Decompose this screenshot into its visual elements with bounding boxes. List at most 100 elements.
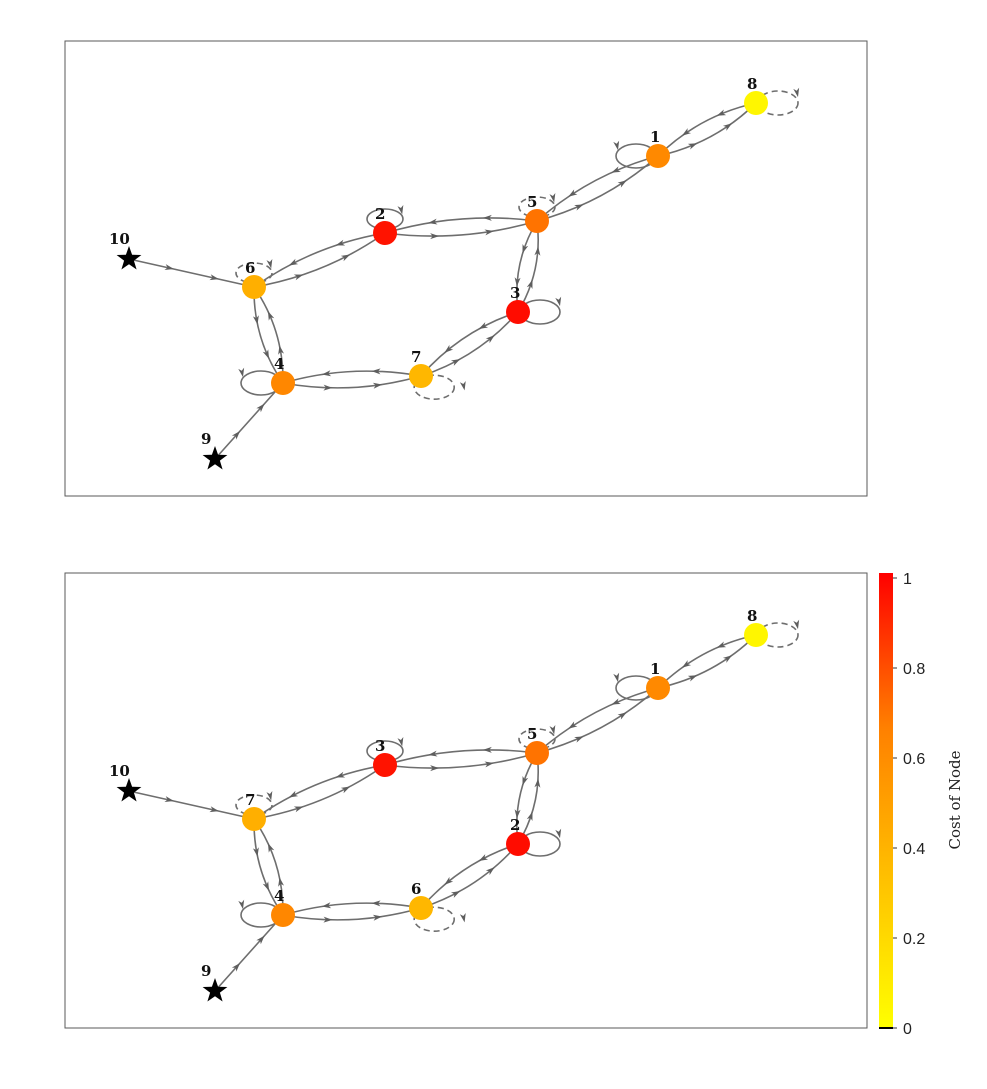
node-7: 7 bbox=[242, 791, 266, 831]
edge-line bbox=[657, 102, 757, 157]
edge-line bbox=[657, 634, 757, 689]
edge-d-g bbox=[282, 907, 422, 923]
node-circle bbox=[242, 807, 266, 831]
edge-arrow-icon bbox=[323, 916, 333, 923]
edge-arrow-icon bbox=[164, 264, 174, 271]
node-circle bbox=[744, 623, 768, 647]
colorbar-tick: 0 bbox=[893, 1021, 912, 1038]
edge-arrow-icon bbox=[485, 335, 495, 344]
edge-line bbox=[282, 370, 422, 384]
edge-arrow-icon bbox=[611, 698, 621, 705]
colorbar-bar bbox=[879, 573, 893, 1028]
edge-line bbox=[384, 217, 538, 234]
edge-line bbox=[420, 843, 519, 909]
edge-e-b bbox=[384, 746, 538, 766]
edge-arrow-icon bbox=[617, 180, 627, 188]
node-circle bbox=[525, 741, 549, 765]
colorbar-tick-label: 0 bbox=[903, 1021, 912, 1038]
node-label: 1 bbox=[650, 128, 660, 146]
edge-arrow-icon bbox=[485, 867, 495, 876]
node-label: 7 bbox=[411, 348, 421, 366]
edge-h-a bbox=[657, 634, 757, 689]
edge-arrow-icon bbox=[267, 843, 275, 853]
node-8: 8 bbox=[744, 75, 768, 115]
edge-arrow-icon bbox=[428, 218, 438, 225]
edge-arrow-icon bbox=[323, 384, 333, 391]
edge-arrow-icon bbox=[484, 761, 494, 768]
node-label: 7 bbox=[245, 791, 255, 809]
self-loop-arrow-icon bbox=[613, 672, 620, 683]
edge-arrow-icon bbox=[522, 775, 529, 786]
edge-line bbox=[657, 102, 757, 157]
edge-arrow-icon bbox=[430, 765, 440, 772]
edge-d-g bbox=[282, 375, 422, 391]
edge-arrow-icon bbox=[687, 675, 698, 682]
edge-b-f bbox=[253, 232, 386, 288]
node-circle bbox=[409, 364, 433, 388]
edge-line bbox=[282, 375, 422, 389]
edge-arrow-icon bbox=[293, 806, 304, 813]
edge-s10-f bbox=[128, 258, 255, 288]
edge-arrow-icon bbox=[478, 854, 489, 861]
edge-arrow-icon bbox=[340, 254, 351, 262]
self-loop-line bbox=[413, 374, 456, 401]
edge-arrow-icon bbox=[478, 322, 489, 329]
edge-arrow-icon bbox=[267, 311, 275, 321]
edge-arrow-icon bbox=[231, 962, 241, 972]
edge-line bbox=[536, 155, 659, 222]
panel-frame-top bbox=[64, 40, 868, 497]
graph-panel-bottom: 1 3 2 4 5 7 6 8 9 10 bbox=[64, 572, 868, 1029]
node-9: 9 bbox=[201, 430, 228, 470]
edge-arrow-icon bbox=[722, 655, 733, 663]
edge-arrow-icon bbox=[262, 881, 270, 891]
colorbar-title: Cost of Node bbox=[946, 750, 964, 849]
node-1: 1 bbox=[646, 128, 670, 168]
edge-arrow-icon bbox=[335, 771, 346, 778]
edge-arrow-icon bbox=[482, 746, 492, 753]
node-label: 8 bbox=[747, 607, 757, 625]
edge-arrow-icon bbox=[444, 344, 454, 353]
edge-g-d bbox=[282, 368, 422, 384]
edge-arrow-icon bbox=[371, 368, 381, 375]
node-circle bbox=[271, 371, 295, 395]
edge-line bbox=[420, 311, 519, 377]
edge-arrow-icon bbox=[321, 902, 332, 909]
edge-f-b bbox=[253, 764, 386, 820]
node-3: 3 bbox=[373, 737, 397, 777]
edge-b-e bbox=[384, 752, 538, 772]
edge-arrow-icon bbox=[288, 790, 299, 798]
edge-b-e bbox=[384, 220, 538, 240]
edge-arrow-icon bbox=[209, 274, 219, 281]
colorbar-tick: 0.4 bbox=[893, 841, 925, 858]
edge-line bbox=[517, 220, 540, 313]
edge-b-f bbox=[253, 764, 386, 820]
edge-arrow-icon bbox=[450, 891, 461, 898]
edge-line bbox=[517, 752, 540, 845]
self-loop-arrow-icon bbox=[238, 367, 245, 378]
edge-a-e bbox=[536, 687, 659, 754]
edge-a-e bbox=[536, 155, 659, 222]
edge-g-c bbox=[420, 843, 519, 909]
node-label: 3 bbox=[375, 737, 385, 755]
node-label: 2 bbox=[375, 205, 385, 223]
node-2: 2 bbox=[506, 816, 530, 856]
self-loop-arrow-icon bbox=[555, 296, 562, 307]
node-5: 5 bbox=[525, 193, 549, 233]
edge-line bbox=[253, 764, 386, 820]
edge-c-g bbox=[420, 843, 519, 909]
colorbar-tick: 1 bbox=[893, 571, 912, 588]
star-icon bbox=[202, 978, 228, 1002]
edge-arrow-icon bbox=[522, 243, 529, 254]
self-loop-arrow-icon bbox=[793, 619, 800, 630]
node-10: 10 bbox=[109, 762, 142, 802]
edge-line bbox=[657, 634, 757, 689]
self-loop-arrow-icon bbox=[549, 192, 556, 203]
panel-frame-bottom bbox=[64, 572, 868, 1029]
edge-s9-d bbox=[214, 382, 284, 460]
edge-line bbox=[253, 232, 386, 288]
edge-arrow-icon bbox=[526, 279, 533, 290]
node-label: 5 bbox=[527, 193, 537, 211]
self-loop-arrow-icon bbox=[266, 258, 273, 269]
edge-arrow-icon bbox=[534, 778, 541, 788]
